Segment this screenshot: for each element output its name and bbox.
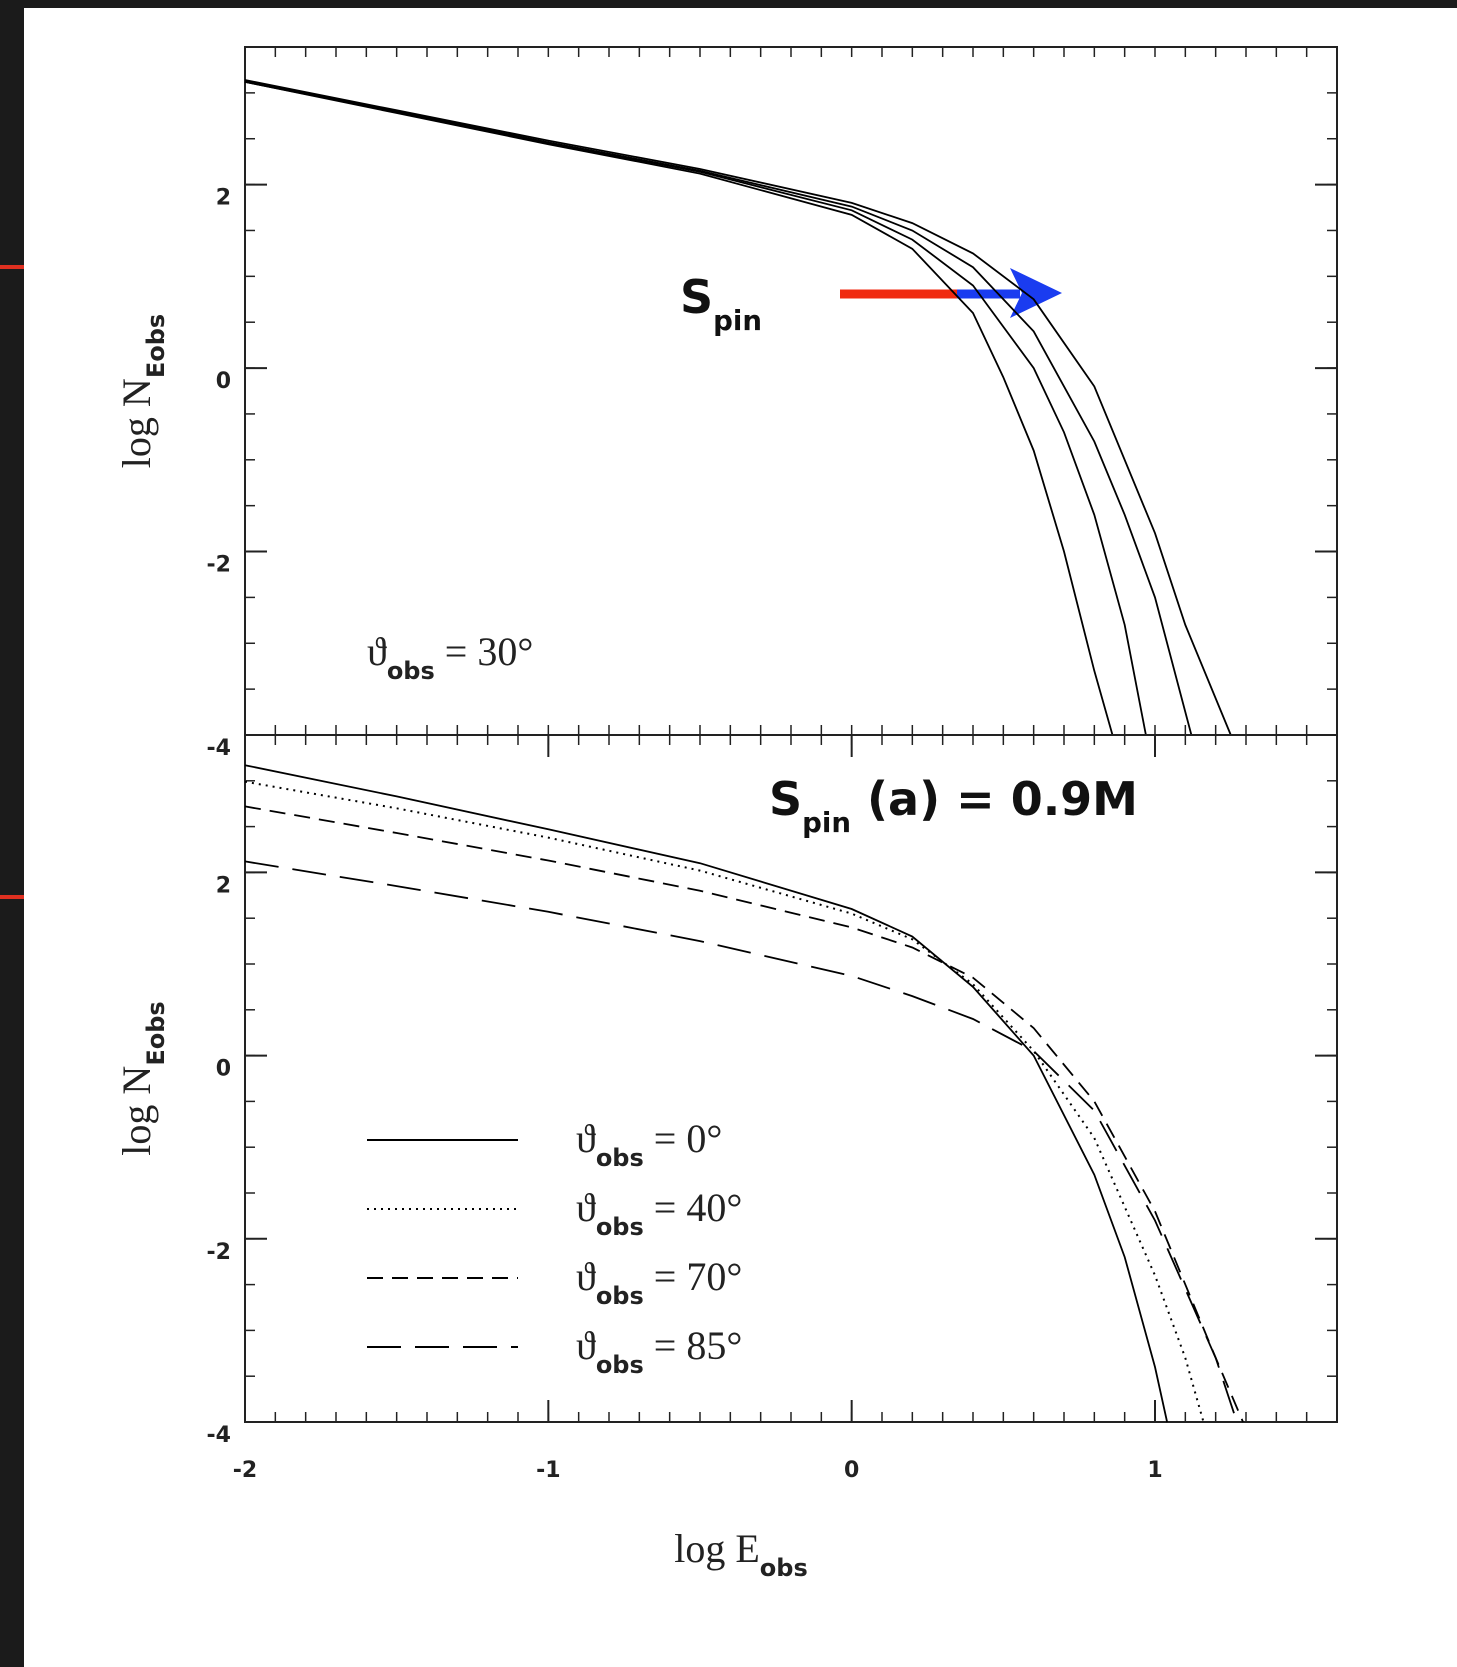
y-tick-label: -2 (207, 1240, 231, 1265)
y-tick-label: 0 (216, 1057, 231, 1082)
y-tick-label: -2 (207, 553, 231, 578)
arrow-head (1010, 268, 1062, 318)
y-tick-label: -4 (207, 736, 231, 761)
y-tick-label: 0 (216, 369, 231, 394)
panel (24, 8, 1457, 1667)
y-tick-label: 2 (216, 873, 231, 898)
x-tick-label: -1 (536, 1458, 560, 1483)
x-tick-label: -2 (233, 1458, 257, 1483)
data-line (244, 79, 1232, 736)
y-tick-label: 2 (216, 186, 231, 211)
data-line (244, 805, 1244, 1423)
annotation: Spin (680, 270, 762, 337)
x-tick-label: 1 (1147, 1458, 1162, 1483)
y-tick-label: -4 (207, 1423, 231, 1448)
y-axis-label: log NEobs (114, 1001, 170, 1155)
decor (0, 895, 24, 899)
x-tick-label: 0 (844, 1458, 859, 1483)
decor (0, 265, 24, 269)
data-line (244, 80, 1193, 736)
data-line (244, 764, 1168, 1423)
